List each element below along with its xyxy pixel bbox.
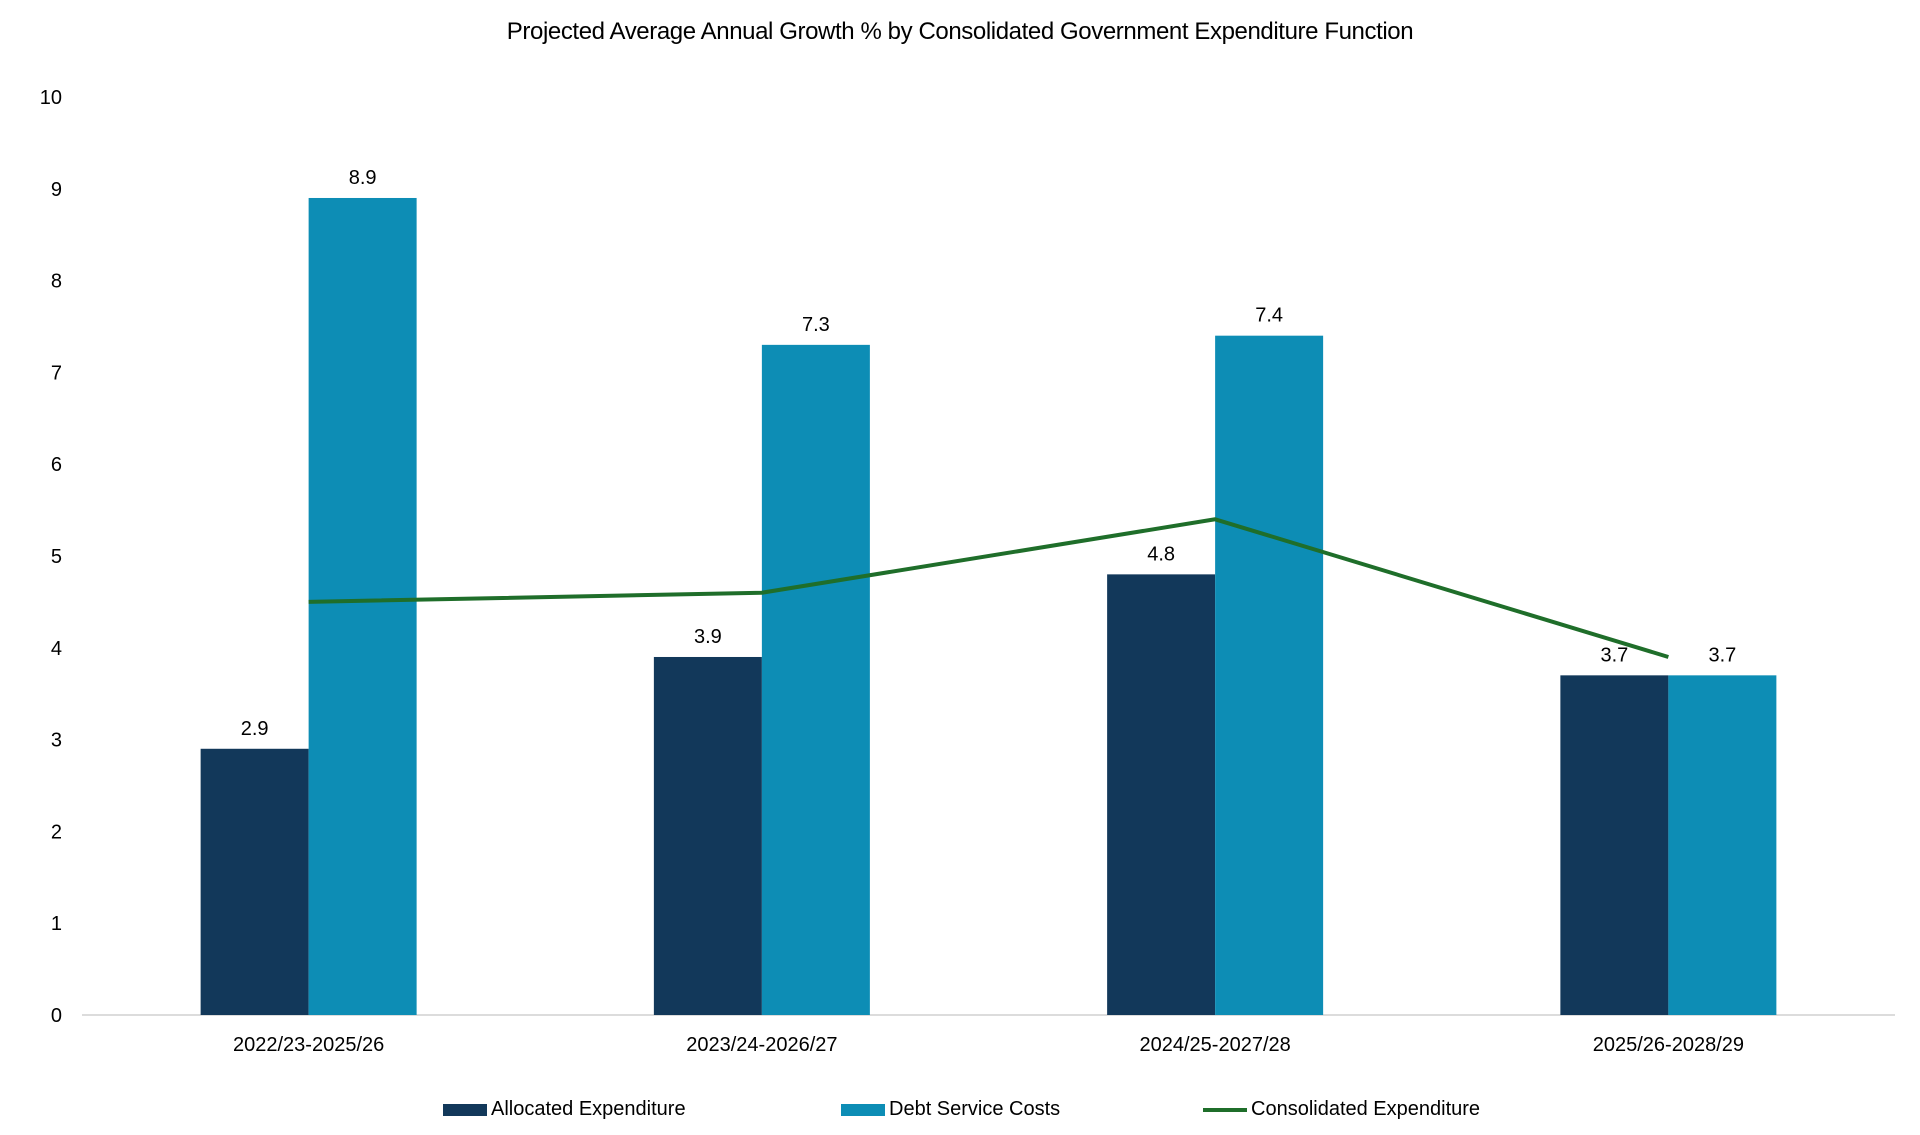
legend-label-consolidated-expenditure: Consolidated Expenditure	[1251, 1098, 1481, 1120]
bar-allocated-expenditure	[1560, 675, 1669, 1015]
y-tick-label: 10	[40, 87, 62, 109]
legend-swatch-allocated-expenditure	[443, 1103, 487, 1116]
data-label: 3.7	[1600, 644, 1628, 666]
y-tick-label: 9	[51, 179, 62, 201]
x-tick-label: 2022/23-2025/26	[233, 1034, 384, 1056]
data-label: 2.9	[241, 718, 269, 740]
legend-item-debt-service-costs: Debt Service Costs	[841, 1098, 1060, 1121]
data-label: 8.9	[349, 167, 377, 189]
x-tick-label: 2024/25-2027/28	[1140, 1034, 1291, 1056]
bar-debt-service-costs	[1215, 335, 1324, 1015]
data-label: 3.9	[694, 626, 722, 648]
bar-debt-service-costs	[308, 197, 417, 1016]
legend-swatch-debt-service-costs	[841, 1103, 885, 1116]
bar-debt-service-costs	[1668, 675, 1777, 1015]
legend-line-consolidated-expenditure	[1203, 1107, 1247, 1112]
data-label: 7.3	[802, 314, 830, 336]
data-label: 4.8	[1147, 543, 1175, 565]
line-consolidated-expenditure	[308, 517, 1669, 659]
legend-label-debt-service-costs: Debt Service Costs	[889, 1098, 1061, 1120]
y-tick-label: 4	[51, 638, 62, 660]
bar-allocated-expenditure	[653, 656, 762, 1015]
y-tick-label: 0	[51, 1005, 62, 1027]
y-tick-label: 2	[51, 821, 62, 843]
y-tick-label: 5	[51, 546, 62, 568]
bar-allocated-expenditure	[1107, 574, 1216, 1015]
y-tick-label: 7	[51, 362, 62, 384]
y-tick-label: 3	[51, 730, 62, 752]
y-tick-label: 1	[51, 913, 62, 935]
bar-debt-service-costs	[761, 344, 870, 1015]
legend: Allocated Expenditure Debt Service Costs…	[0, 1098, 1920, 1128]
x-tick-label: 2023/24-2026/27	[686, 1034, 837, 1056]
bar-allocated-expenditure	[200, 748, 309, 1015]
y-tick-label: 8	[51, 271, 62, 293]
data-label: 3.7	[1708, 644, 1736, 666]
data-label: 7.4	[1255, 305, 1283, 327]
x-tick-label: 2025/26-2028/29	[1593, 1034, 1744, 1056]
legend-item-allocated-expenditure: Allocated Expenditure	[443, 1098, 686, 1121]
legend-item-consolidated-expenditure: Consolidated Expenditure	[1203, 1098, 1480, 1121]
y-tick-label: 6	[51, 454, 62, 476]
legend-label-allocated-expenditure: Allocated Expenditure	[491, 1098, 686, 1120]
chart-title: Projected Average Annual Growth % by Con…	[506, 18, 1414, 45]
